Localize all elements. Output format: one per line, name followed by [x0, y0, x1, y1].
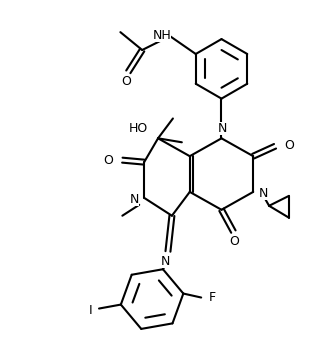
Text: NH: NH — [153, 29, 171, 42]
Text: N: N — [259, 187, 268, 200]
Text: F: F — [209, 291, 216, 304]
Text: O: O — [284, 139, 294, 152]
Text: I: I — [88, 304, 92, 317]
Text: O: O — [121, 75, 131, 88]
Text: O: O — [230, 235, 239, 248]
Text: N: N — [160, 255, 170, 268]
Text: O: O — [104, 154, 113, 167]
Text: HO: HO — [129, 122, 148, 135]
Text: N: N — [129, 194, 139, 206]
Text: N: N — [218, 122, 227, 135]
